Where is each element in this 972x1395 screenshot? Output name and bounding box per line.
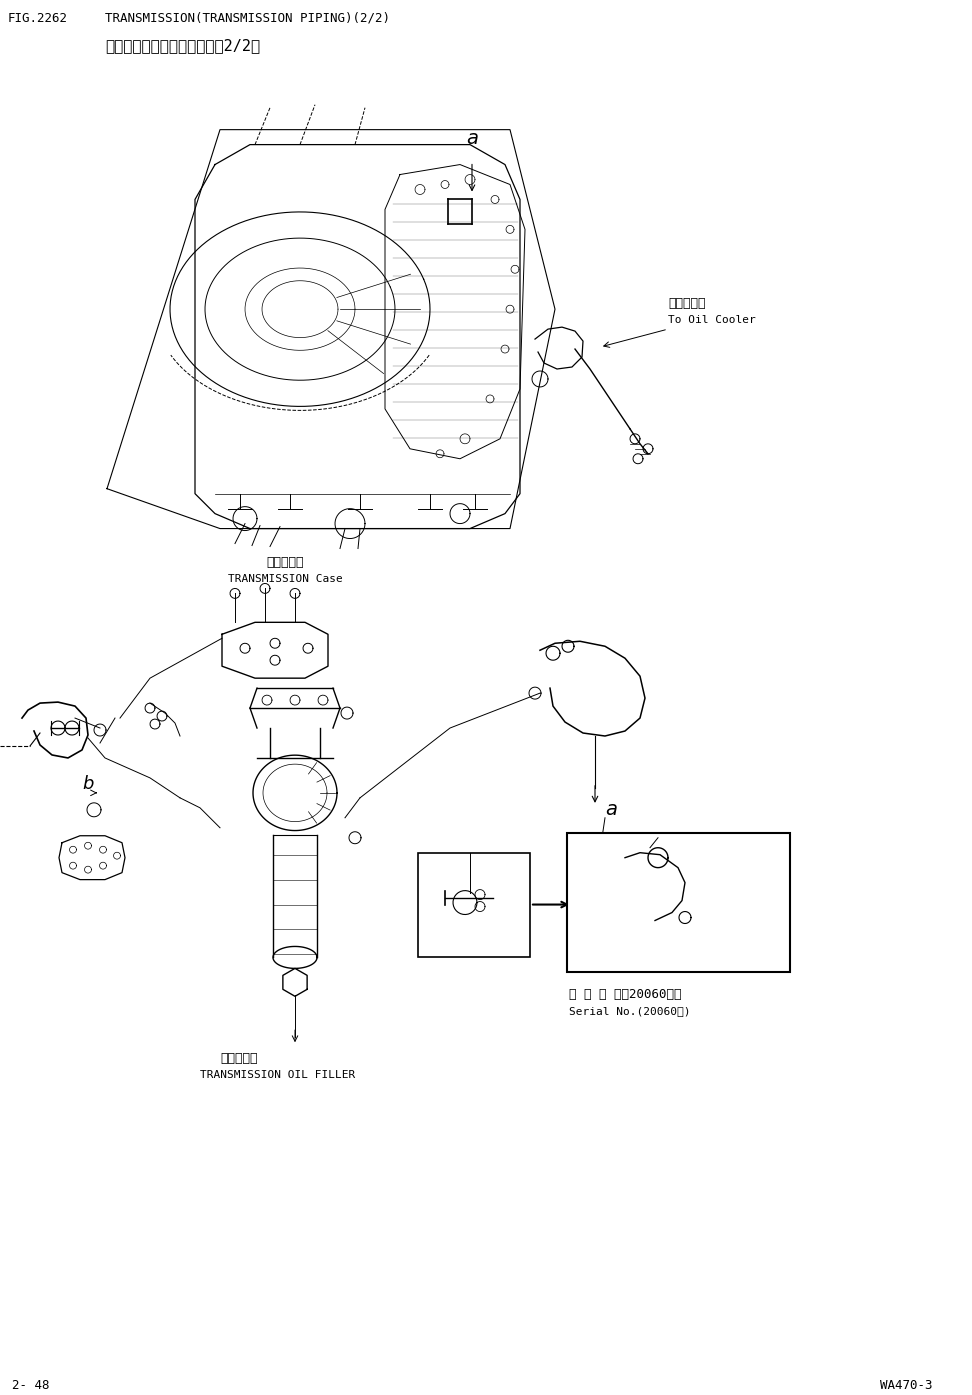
Text: Serial No.(20060～): Serial No.(20060～)	[569, 1006, 690, 1017]
Text: TRANSMISSION OIL FILLER: TRANSMISSION OIL FILLER	[200, 1070, 355, 1080]
Text: b: b	[82, 774, 93, 792]
Text: To Oil Cooler: To Oil Cooler	[668, 315, 756, 325]
Text: 適 用 号 機（20060～）: 適 用 号 機（20060～）	[569, 988, 681, 1002]
Text: 2- 48: 2- 48	[12, 1380, 50, 1392]
Text: a: a	[605, 801, 617, 819]
Text: 至油冷却器: 至油冷却器	[668, 297, 706, 310]
Text: 変速笱油滤: 変速笱油滤	[220, 1052, 258, 1066]
Text: WA470-3: WA470-3	[880, 1380, 932, 1392]
Text: FIG.2262: FIG.2262	[8, 13, 68, 25]
Text: TRANSMISSION(TRANSMISSION PIPING)(2/2): TRANSMISSION(TRANSMISSION PIPING)(2/2)	[105, 13, 390, 25]
Text: a: a	[466, 128, 478, 148]
Bar	[567, 833, 790, 972]
Text: 変速笱（変速笱液圧管路）（2/2）: 変速笱（変速笱液圧管路）（2/2）	[105, 38, 260, 53]
Bar	[418, 852, 530, 957]
Text: TRANSMISSION Case: TRANSMISSION Case	[227, 575, 342, 585]
Text: 変速笱壳体: 変速笱壳体	[266, 557, 303, 569]
